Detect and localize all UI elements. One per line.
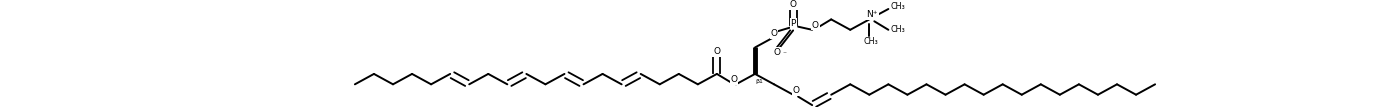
Text: CH₃: CH₃ — [891, 25, 906, 34]
Text: O: O — [730, 75, 737, 84]
Text: O: O — [792, 86, 799, 95]
Text: P: P — [791, 19, 796, 28]
Text: ⁻: ⁻ — [783, 50, 787, 59]
Text: O: O — [812, 21, 819, 30]
Text: β1: β1 — [755, 79, 763, 84]
Text: O: O — [713, 47, 720, 56]
Text: CH₃: CH₃ — [891, 2, 906, 11]
Text: N⁺: N⁺ — [867, 10, 878, 19]
Text: CH₃: CH₃ — [864, 37, 878, 46]
Text: O: O — [770, 29, 777, 38]
Text: O: O — [789, 0, 796, 9]
Text: O: O — [773, 48, 780, 57]
